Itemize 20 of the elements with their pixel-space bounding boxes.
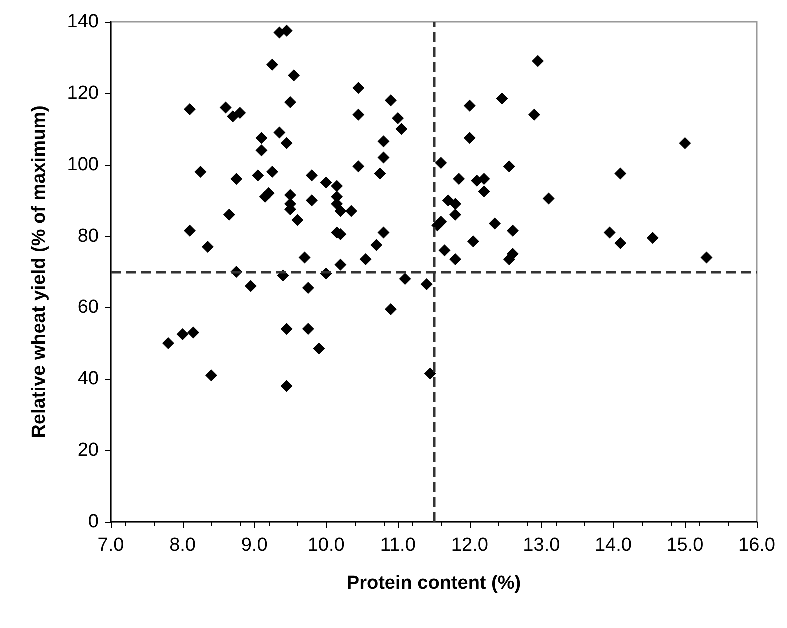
y-tick-label: 60 [78, 297, 99, 318]
x-tick-label: 15.0 [666, 535, 704, 556]
x-tick-label: 11.0 [380, 535, 416, 556]
y-tick-label: 80 [78, 226, 99, 247]
x-tick-label: 14.0 [594, 535, 632, 556]
x-tick-label: 9.0 [241, 535, 268, 556]
x-tick-label: 7.0 [98, 535, 124, 556]
x-tick-label: 10.0 [308, 535, 345, 556]
y-tick-label: 100 [67, 154, 99, 176]
x-tick-label: 13.0 [523, 535, 560, 556]
x-axis-title: Protein content (%) [346, 573, 522, 594]
y-tick-label: 40 [78, 368, 99, 390]
x-tick-label: 8.0 [170, 535, 196, 556]
y-tick-label: 20 [78, 440, 99, 462]
x-tick-label: 12.0 [451, 535, 488, 556]
y-tick-label: 0 [88, 512, 99, 532]
y-tick-label: 140 [67, 12, 99, 32]
y-axis-title: Relative wheat yield (% of maximum) [29, 106, 50, 438]
x-tick-label: 16.0 [738, 535, 776, 556]
y-tick-label: 120 [67, 82, 99, 104]
